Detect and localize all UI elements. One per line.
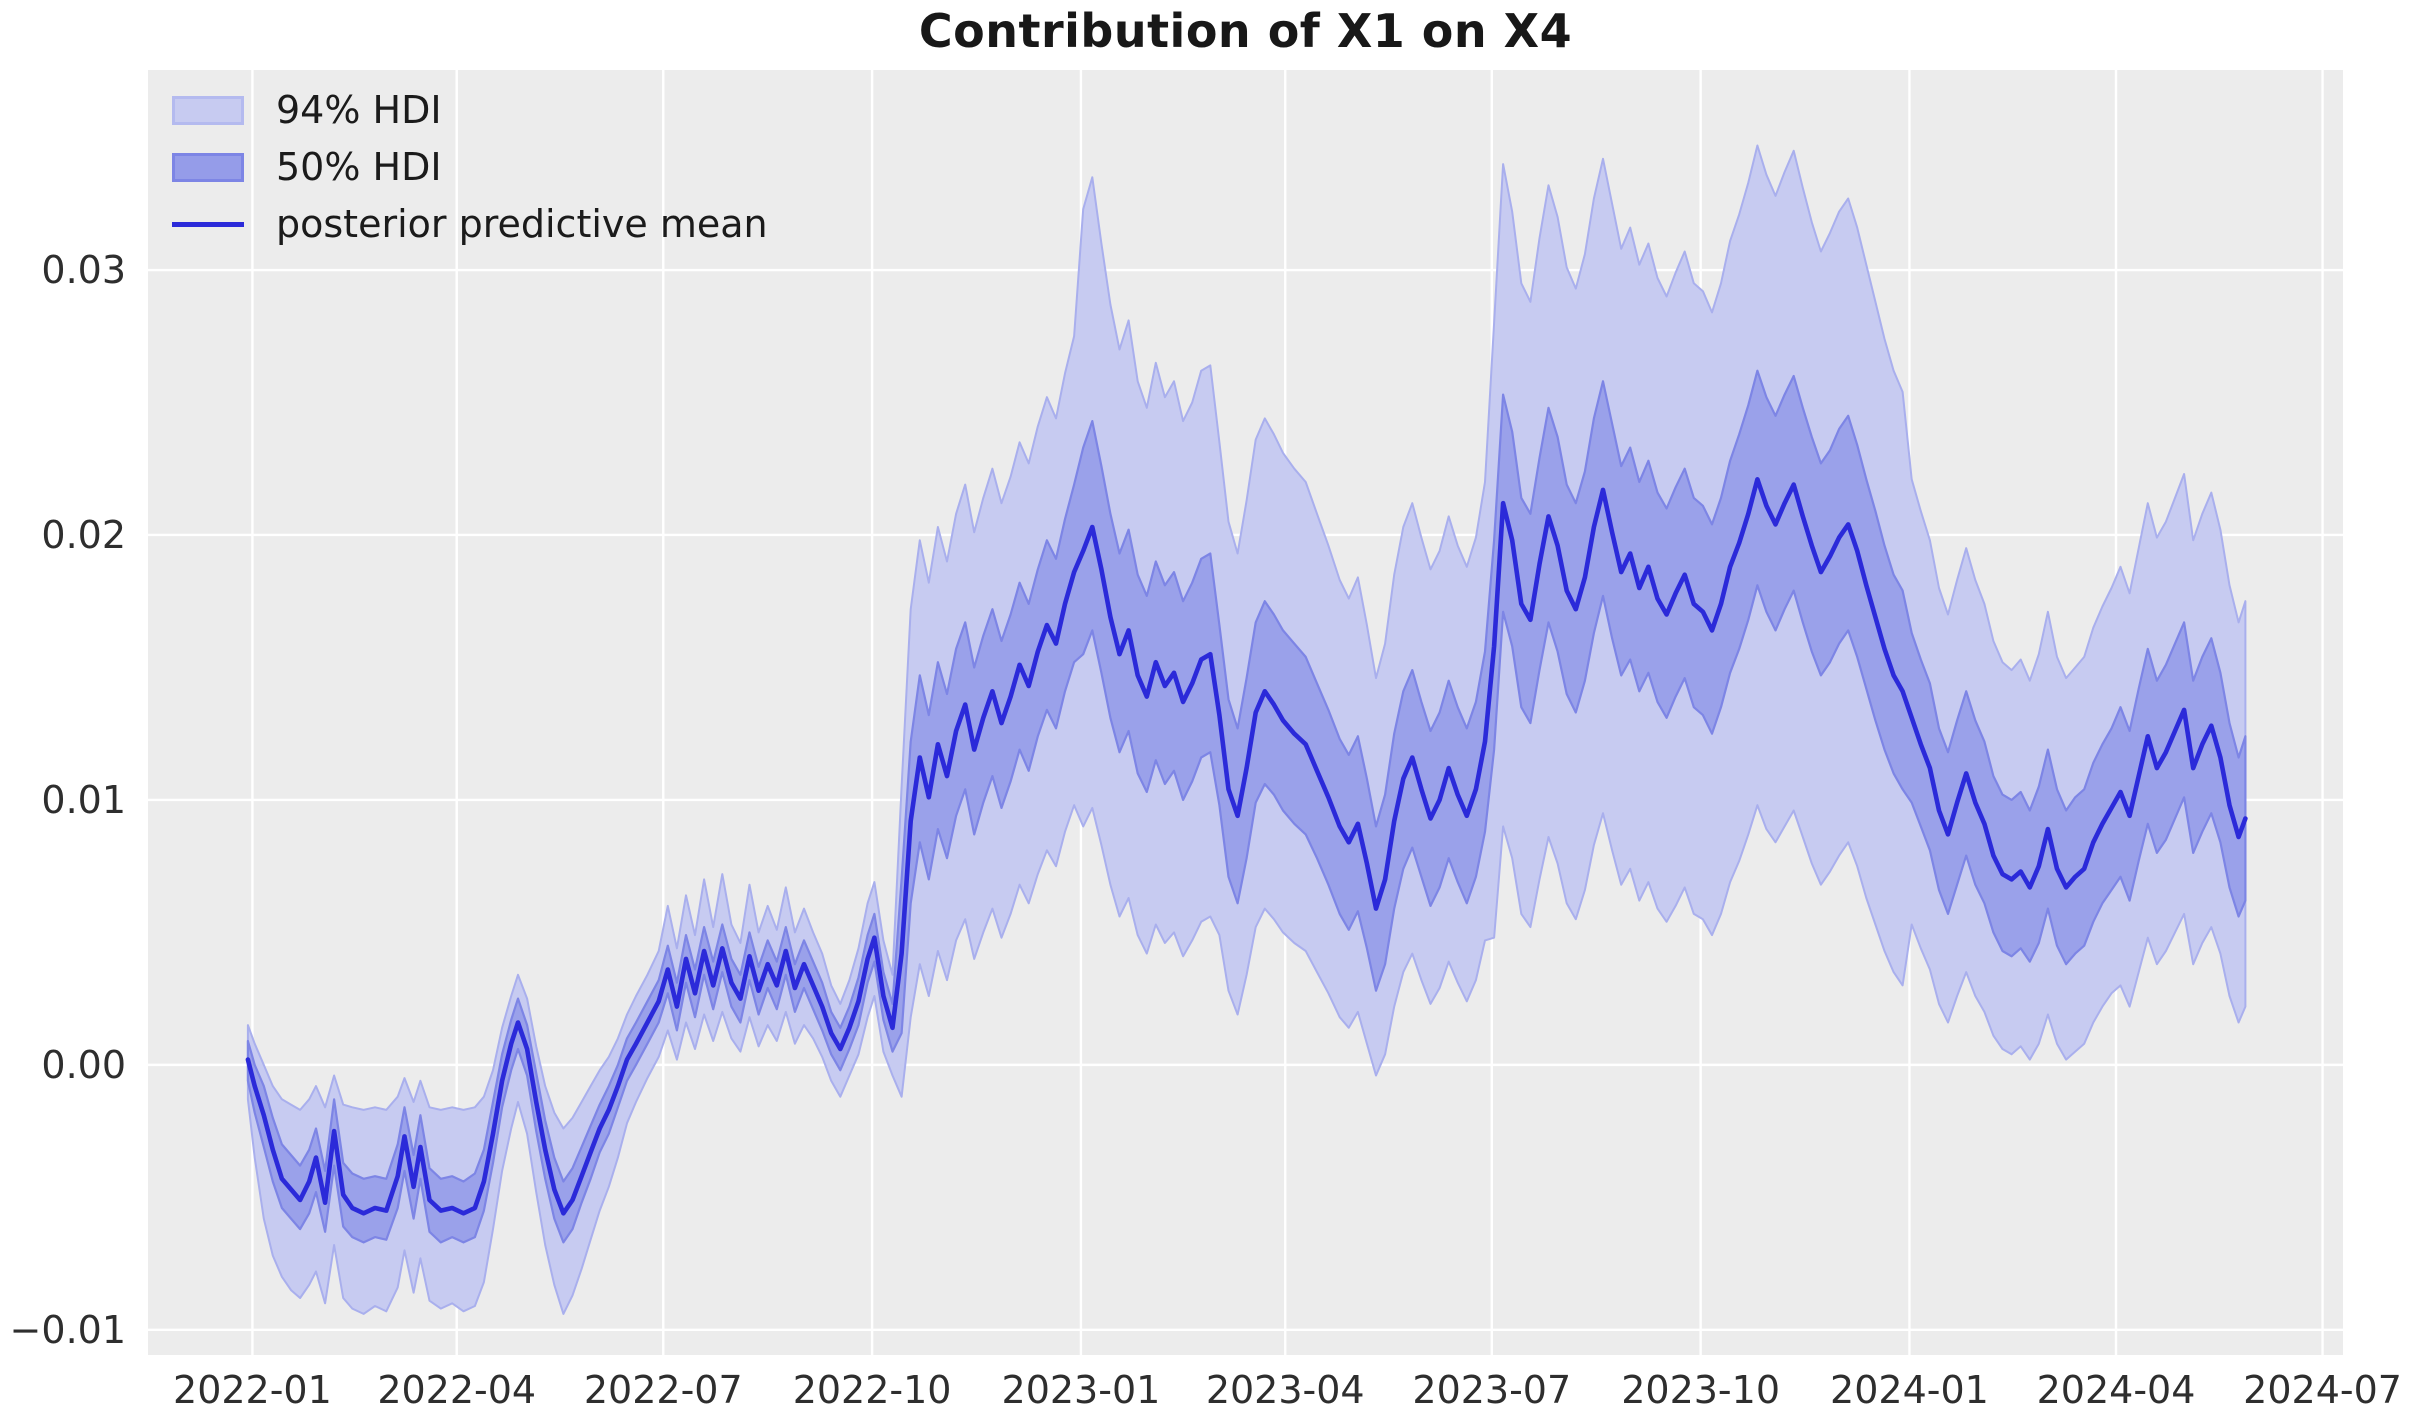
hdi50-swatch-icon — [172, 152, 244, 182]
legend-label: posterior predictive mean — [276, 202, 768, 246]
hdi94-swatch-icon — [172, 95, 244, 125]
legend: 94% HDI 50% HDI posterior predictive mea… — [172, 90, 768, 244]
legend-item-mean: posterior predictive mean — [172, 204, 768, 244]
x-tick-label: 2022-07 — [583, 1368, 743, 1412]
x-tick-label: 2022-01 — [173, 1368, 332, 1412]
x-tick-label: 2024-07 — [2243, 1368, 2402, 1412]
y-tick-label: 0.00 — [41, 1042, 126, 1087]
x-tick-label: 2023-10 — [1621, 1368, 1780, 1412]
x-tick-label: 2023-07 — [1412, 1368, 1572, 1412]
legend-item-50-hdi: 50% HDI — [172, 147, 768, 187]
legend-label: 94% HDI — [276, 88, 442, 132]
x-tick-label: 2024-01 — [1830, 1368, 1989, 1412]
y-tick-label: 0.01 — [41, 777, 126, 822]
y-tick-label: 0.02 — [41, 512, 126, 557]
x-tick-label: 2023-01 — [1001, 1368, 1161, 1412]
legend-label: 50% HDI — [276, 145, 442, 189]
chart-title: Contribution of X1 on X4 — [918, 4, 1573, 58]
legend-item-94-hdi: 94% HDI — [172, 90, 768, 130]
mean-line-swatch-icon — [172, 210, 244, 239]
x-tick-label: 2023-04 — [1205, 1368, 1365, 1412]
x-tick-label: 2022-10 — [792, 1368, 952, 1412]
y-tick-label: −0.01 — [9, 1307, 126, 1352]
y-tick-label: 0.03 — [41, 248, 126, 293]
x-tick-label: 2024-04 — [2036, 1368, 2196, 1412]
x-tick-label: 2022-04 — [377, 1368, 537, 1412]
